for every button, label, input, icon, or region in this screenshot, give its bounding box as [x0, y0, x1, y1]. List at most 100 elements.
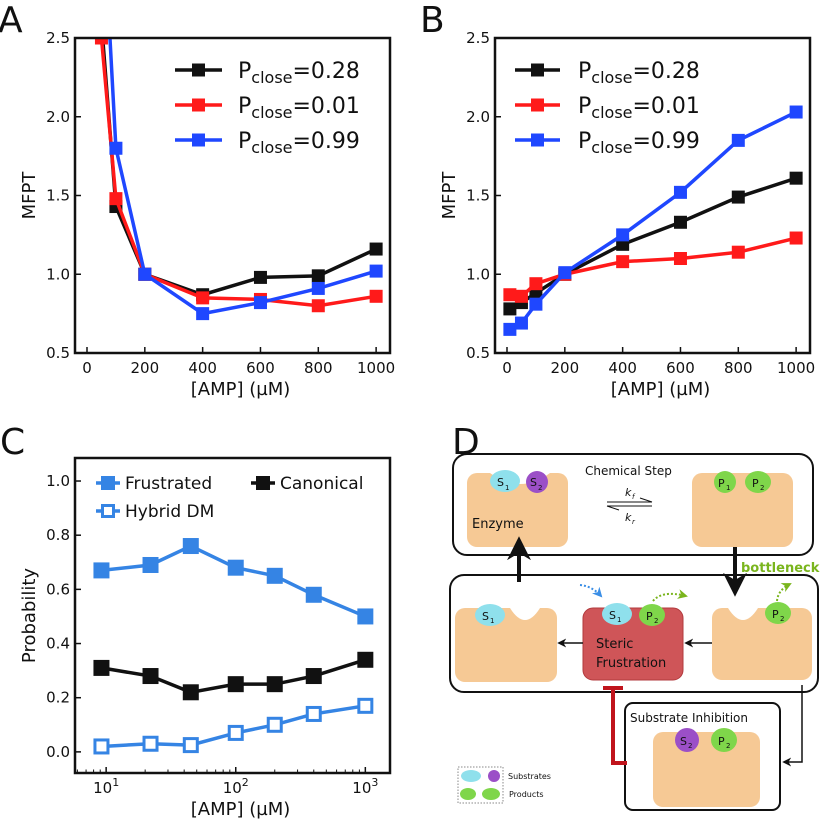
tick-exponent: 2: [242, 776, 249, 789]
x-tick-label: 0: [82, 359, 92, 377]
legend-subscript: close: [591, 103, 632, 122]
plot-area: [93, 538, 374, 755]
legend-substrates: Substrates: [508, 772, 551, 781]
legend-suffix: =0.01: [633, 94, 700, 119]
series-line: [509, 176, 797, 311]
kf-label: k: [625, 486, 632, 499]
y-axis-label: Probability: [19, 568, 40, 663]
data-point: [253, 296, 267, 310]
data-point: [369, 242, 383, 256]
legend-prefix: P: [578, 94, 591, 119]
data-point: [731, 133, 745, 147]
substrate-entry-arrow: [579, 584, 603, 598]
enzyme-s1-bound: S 1: [455, 604, 557, 682]
product-release-arrow: [776, 583, 792, 602]
legend-marker: [531, 63, 544, 77]
x-tick-label: 200: [131, 359, 160, 377]
plot-frame: [73, 456, 392, 775]
y-tick-label: 1.0: [46, 472, 70, 490]
y-tick-label: 0.6: [46, 580, 70, 598]
data-point: [311, 269, 325, 283]
enzyme-with-substrates: S 1 S 2 Enzyme: [467, 470, 568, 547]
x-tick-label: 200: [551, 359, 580, 377]
tick-exponent: 1: [112, 776, 119, 789]
x-tick-label: 600: [246, 359, 275, 377]
data-point: [503, 288, 517, 302]
legend-subscript: close: [591, 138, 632, 157]
y-tick-label: 2.0: [466, 108, 490, 126]
legend-label: Pclose=0.99: [238, 129, 360, 157]
legend: Pclose=0.28 Pclose=0.01 Pclose=0.99: [175, 59, 360, 157]
x-tick-label: 101: [93, 776, 119, 797]
p2-label: P: [752, 477, 759, 490]
data-point: [789, 171, 803, 185]
plot-area: [94, 38, 383, 321]
panel-label-d: D: [452, 422, 480, 463]
data-point: [616, 255, 630, 269]
y-tick-label: 1.5: [46, 187, 70, 205]
legend-marker: [101, 504, 115, 518]
data-point: [357, 651, 374, 668]
data-point: [616, 228, 630, 242]
x-axis-label: [AMP] (µM): [611, 379, 711, 400]
charts: 0.5 1.0 1.5 2.0 2.5 0 200 400 600 800 1000 [AMP] (µ…: [19, 29, 815, 820]
y-tick-label: 0.8: [46, 526, 70, 544]
enzyme-label: Enzyme: [472, 517, 524, 532]
y-tick-label: 2.0: [46, 108, 70, 126]
series-2: [93, 697, 374, 755]
legend-subscript: close: [251, 103, 292, 122]
data-point: [109, 192, 123, 206]
data-point: [529, 297, 543, 311]
data-point: [503, 322, 517, 336]
data-point: [196, 291, 210, 305]
inhibition-line: [611, 688, 627, 765]
data-point: [673, 185, 687, 199]
tick-exponent: 3: [371, 776, 378, 789]
legend-suffix: =0.99: [633, 129, 700, 154]
enzyme-p2-bound: P 2: [712, 602, 812, 680]
data-point: [503, 302, 517, 316]
legend-marker: [192, 98, 205, 112]
tick-base: 10: [352, 779, 371, 797]
bottleneck-label: bottleneck: [741, 561, 820, 576]
y-tick-label: 1.5: [466, 187, 490, 205]
chart-b: 0.5 1.0 1.5 2.0 2.5 0 200 400 600 800 1000 [AMP] (µ…: [439, 29, 815, 400]
s1-label: S: [482, 610, 489, 623]
inhibition-arrow: [782, 685, 803, 767]
panel-label-b: B: [420, 0, 445, 41]
legend-label: Pclose=0.01: [238, 94, 360, 122]
legend-label: Frustrated: [125, 474, 212, 494]
legend-suffix: =0.28: [293, 59, 360, 84]
data-point: [529, 277, 543, 291]
chemical-step-box: [452, 453, 814, 556]
series-2: [503, 105, 803, 336]
data-point: [369, 264, 383, 278]
data-point: [514, 316, 528, 330]
substrate-inhibition-title: Substrate Inhibition: [630, 711, 748, 725]
data-point: [94, 38, 108, 45]
y-tick-label: 0.2: [46, 689, 70, 707]
legend-prefix: P: [578, 59, 591, 84]
data-point: [182, 737, 199, 754]
legend-prefix: P: [238, 59, 251, 84]
data-point: [305, 668, 322, 685]
frustration-label: Frustration: [596, 656, 666, 671]
legend-prefix: P: [238, 94, 251, 119]
legend-marker: [531, 98, 544, 112]
steric-label: Steric: [596, 637, 633, 652]
steric-frustration-state: S 1 P 2 Steric Frustration: [582, 603, 684, 681]
x-tick-label: 102: [223, 776, 249, 797]
binding-box: [449, 574, 819, 693]
y-tick-label: 0.5: [46, 344, 70, 362]
legend-prefix: P: [238, 129, 251, 154]
chemical-step-title: Chemical Step: [585, 464, 672, 478]
s2-label: S: [530, 476, 537, 489]
data-point: [109, 141, 123, 155]
y-tick-label: 0.0: [46, 743, 70, 761]
data-point: [311, 281, 325, 295]
data-point: [369, 289, 383, 303]
series-2: [108, 38, 383, 321]
data-point: [731, 245, 745, 259]
series-line: [101, 544, 367, 619]
